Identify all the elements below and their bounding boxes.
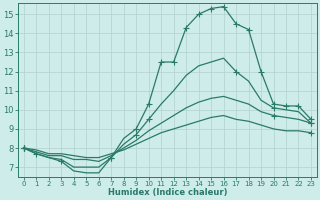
X-axis label: Humidex (Indice chaleur): Humidex (Indice chaleur) (108, 188, 227, 197)
